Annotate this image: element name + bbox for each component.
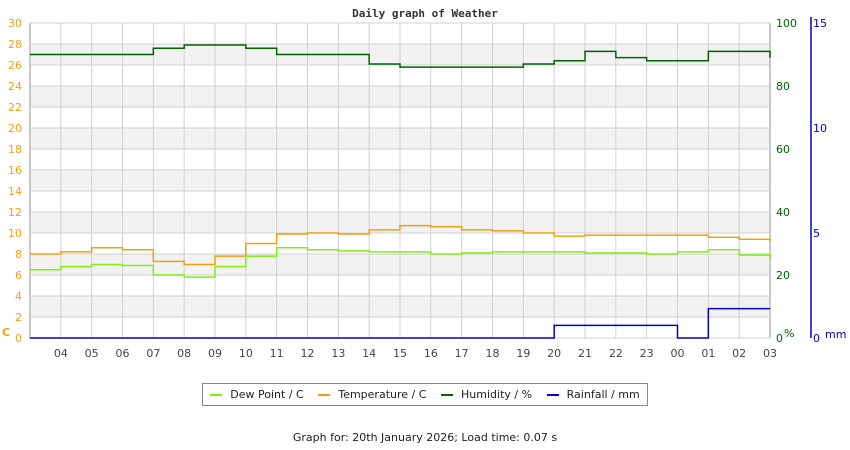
svg-text:00: 00 [671, 347, 685, 360]
svg-text:16: 16 [8, 164, 22, 177]
svg-text:02: 02 [732, 347, 746, 360]
series-line [30, 246, 771, 278]
svg-text:21: 21 [578, 347, 592, 360]
svg-text:22: 22 [8, 101, 22, 114]
series-lines [30, 44, 771, 339]
rainfall-swatch [546, 393, 559, 396]
time-axis: 04 05 06 07 08 09 10 11 12 13 14 15 16 17 18 19 20 21 22 23… [54, 347, 777, 360]
legend-label: Temperature / C [338, 388, 427, 401]
svg-text:15: 15 [813, 17, 827, 30]
svg-text:30: 30 [8, 17, 22, 30]
dew-point-swatch [210, 393, 223, 396]
svg-text:16: 16 [424, 347, 438, 360]
legend-dew-point: Dew Point / C [210, 388, 304, 401]
svg-text:C: C [2, 326, 10, 339]
svg-text:10: 10 [8, 227, 22, 240]
legend-temperature: Temperature / C [318, 388, 426, 401]
series-line [30, 224, 771, 266]
svg-text:5: 5 [813, 227, 820, 240]
legend-label: Humidity / % [461, 388, 533, 401]
legend-rainfall: Rainfall / mm [546, 388, 640, 401]
svg-text:17: 17 [455, 347, 469, 360]
svg-text:19: 19 [516, 347, 530, 360]
humidity-axis: 0 20 40 60 80 100% [776, 17, 797, 345]
svg-text:20: 20 [8, 122, 22, 135]
graph-footer: Graph for: 20th January 2026; Load time:… [292, 431, 558, 444]
svg-text:2: 2 [15, 311, 22, 324]
svg-text:80: 80 [776, 80, 790, 93]
temperature-swatch [318, 393, 331, 396]
svg-text:28: 28 [8, 38, 22, 51]
svg-text:12: 12 [301, 347, 315, 360]
svg-text:60: 60 [776, 143, 790, 156]
svg-text:07: 07 [146, 347, 160, 360]
svg-text:08: 08 [177, 347, 191, 360]
svg-text:14: 14 [8, 185, 22, 198]
svg-text:14: 14 [362, 347, 376, 360]
chart-title: Daily graph of Weather [352, 7, 498, 20]
svg-text:18: 18 [8, 143, 22, 156]
legend-humidity: Humidity / % [441, 388, 532, 401]
chart-legend: Dew Point / C Temperature / C Humidity /… [202, 383, 648, 406]
svg-text:100: 100 [776, 17, 797, 30]
svg-text:01: 01 [701, 347, 715, 360]
svg-text:03: 03 [763, 347, 777, 360]
svg-text:06: 06 [116, 347, 130, 360]
svg-text:%: % [784, 327, 794, 340]
svg-text:0: 0 [813, 332, 820, 345]
legend-label: Rainfall / mm [566, 388, 640, 401]
svg-text:0: 0 [776, 332, 783, 345]
series-line [30, 44, 771, 68]
svg-text:13: 13 [331, 347, 345, 360]
svg-text:40: 40 [776, 206, 790, 219]
svg-text:22: 22 [609, 347, 623, 360]
series-line [30, 307, 770, 339]
svg-text:mm: mm [825, 328, 846, 341]
svg-text:18: 18 [486, 347, 500, 360]
svg-text:15: 15 [393, 347, 407, 360]
svg-text:0: 0 [15, 332, 22, 345]
svg-text:10: 10 [813, 122, 827, 135]
svg-text:23: 23 [640, 347, 654, 360]
svg-text:4: 4 [15, 290, 22, 303]
svg-text:8: 8 [15, 248, 22, 261]
svg-text:09: 09 [208, 347, 222, 360]
svg-text:12: 12 [8, 206, 22, 219]
rainfall-axis: 0 5 10 15 mm [810, 17, 846, 345]
svg-text:11: 11 [270, 347, 284, 360]
grid-lines [29, 22, 771, 339]
svg-text:24: 24 [8, 80, 22, 93]
svg-text:20: 20 [776, 269, 790, 282]
humidity-swatch [441, 393, 454, 396]
weather-chart: Daily graph of Weather 02468101214161820… [2, 7, 846, 360]
svg-text:05: 05 [85, 347, 99, 360]
legend-label: Dew Point / C [230, 388, 304, 401]
svg-text:6: 6 [15, 269, 22, 282]
svg-text:20: 20 [547, 347, 561, 360]
svg-text:26: 26 [8, 59, 22, 72]
svg-text:10: 10 [239, 347, 253, 360]
svg-text:04: 04 [54, 347, 68, 360]
